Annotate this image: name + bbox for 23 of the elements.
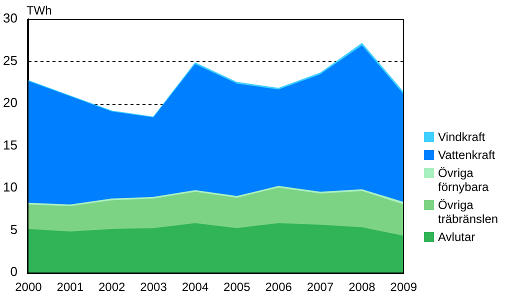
x-tick-label: 2006: [265, 280, 292, 294]
x-tick-label: 2004: [182, 280, 209, 294]
y-tick-label: 5: [10, 222, 18, 237]
legend-label: Avlutar: [438, 230, 476, 244]
y-axis-title: TWh: [26, 3, 52, 18]
x-tick-label: 2001: [56, 280, 84, 294]
x-tick-label: 2009: [390, 280, 418, 294]
x-tick-label: 2007: [306, 280, 334, 294]
legend-label: Vattenkraft: [438, 148, 496, 162]
y-tick-label: 0: [10, 264, 18, 280]
y-tick-label: 20: [2, 95, 18, 110]
x-tick-label: 2005: [224, 280, 251, 294]
y-tick-label: 25: [2, 52, 18, 68]
x-tick-label: 2002: [98, 280, 126, 294]
legend-label: Övriga träbränslen: [438, 198, 500, 226]
x-tick-label: 2003: [140, 280, 168, 294]
y-tick-label: 15: [2, 137, 18, 152]
legend-label: Vindkraft: [438, 130, 486, 144]
x-tick-label: 2008: [348, 280, 376, 294]
y-tick-label: 10: [2, 180, 18, 195]
x-tick-label: 2000: [15, 280, 42, 294]
legend-label: Övriga förnybara: [438, 166, 490, 194]
y-tick-label: 30: [2, 10, 18, 26]
